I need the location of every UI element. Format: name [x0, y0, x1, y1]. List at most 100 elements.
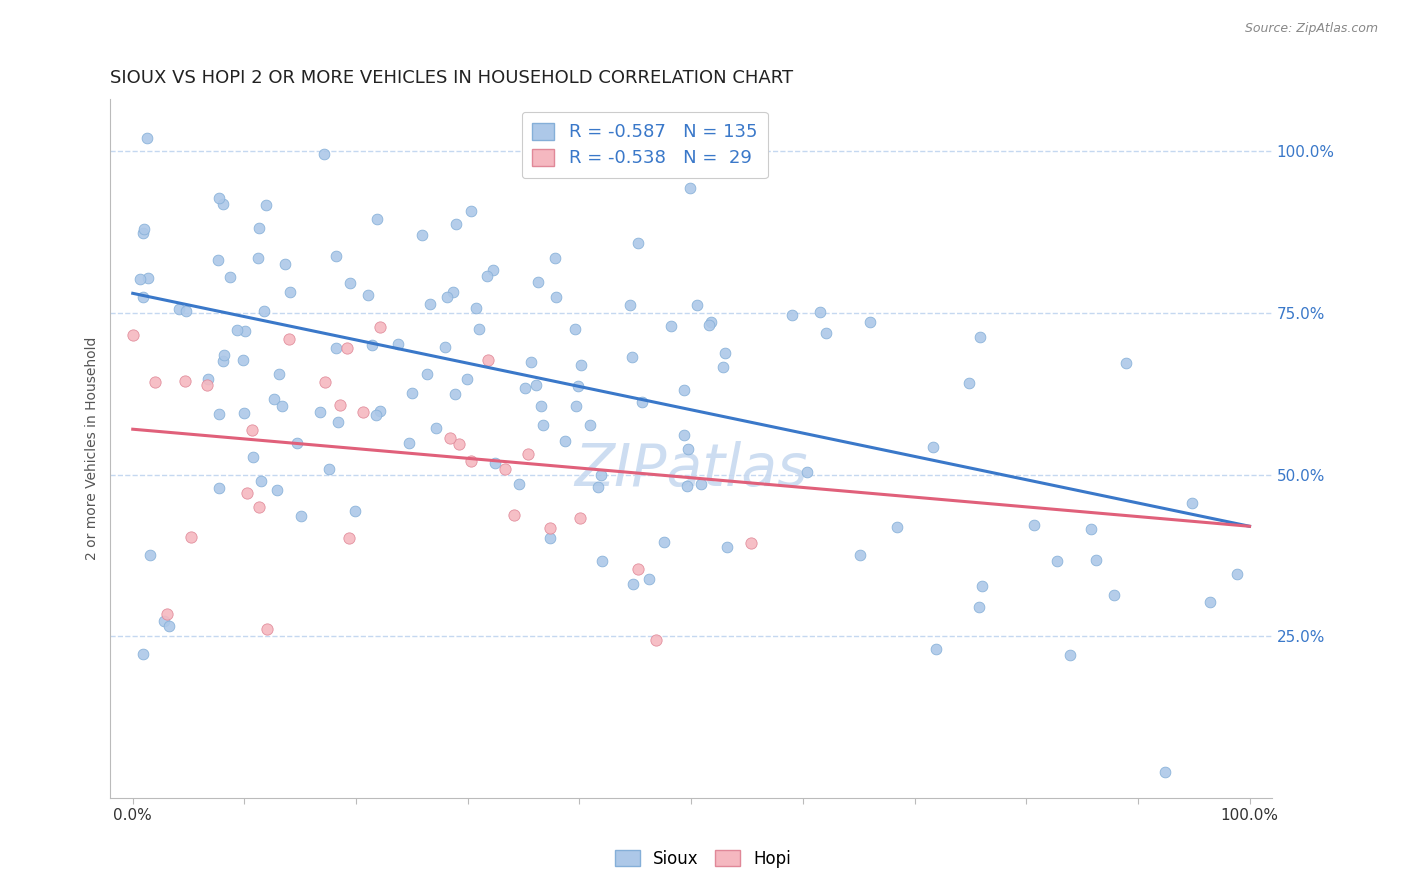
Point — [266, 483, 288, 498]
Point — [173, 374, 195, 388]
Point — [290, 508, 312, 523]
Point — [477, 352, 499, 367]
Point — [859, 315, 882, 329]
Point — [1153, 765, 1175, 780]
Point — [538, 521, 561, 535]
Point — [325, 342, 347, 356]
Point — [122, 328, 145, 343]
Point — [591, 554, 613, 568]
Point — [416, 367, 439, 381]
Point — [212, 197, 235, 211]
Point — [484, 456, 506, 470]
Point — [425, 421, 447, 435]
Point — [439, 431, 461, 445]
Point — [253, 304, 276, 318]
Point — [1115, 356, 1137, 370]
Point — [446, 218, 468, 232]
Point — [620, 350, 643, 364]
Point — [419, 297, 441, 311]
Point — [236, 486, 259, 500]
Point — [309, 405, 332, 419]
Point — [329, 398, 352, 412]
Point — [314, 375, 336, 389]
Point — [197, 372, 219, 386]
Point — [543, 251, 565, 265]
Point — [233, 406, 256, 420]
Point — [180, 530, 202, 544]
Point — [579, 417, 602, 432]
Point — [247, 500, 270, 515]
Point — [273, 257, 295, 271]
Point — [460, 204, 482, 219]
Point — [468, 322, 491, 336]
Point — [456, 372, 478, 386]
Point — [433, 340, 456, 354]
Point — [280, 285, 302, 299]
Point — [565, 399, 588, 413]
Point — [278, 332, 301, 346]
Point — [567, 378, 589, 392]
Point — [465, 301, 488, 315]
Point — [240, 423, 263, 437]
Point — [516, 447, 538, 461]
Point — [1046, 554, 1069, 568]
Point — [218, 270, 240, 285]
Point — [588, 480, 610, 494]
Point — [659, 319, 682, 334]
Point — [1084, 553, 1107, 567]
Point — [1022, 517, 1045, 532]
Legend: Sioux, Hopi: Sioux, Hopi — [607, 844, 799, 875]
Point — [564, 322, 586, 336]
Point — [254, 198, 277, 212]
Point — [270, 400, 292, 414]
Point — [211, 354, 233, 368]
Point — [263, 392, 285, 406]
Point — [156, 607, 179, 621]
Point — [212, 348, 235, 362]
Point — [352, 405, 374, 419]
Point — [714, 346, 737, 360]
Point — [152, 615, 174, 629]
Point — [132, 648, 155, 662]
Y-axis label: 2 or more Vehicles in Household: 2 or more Vehicles in Household — [86, 337, 100, 560]
Point — [1198, 595, 1220, 609]
Point — [256, 623, 278, 637]
Point — [815, 326, 838, 340]
Point — [494, 462, 516, 476]
Point — [139, 548, 162, 562]
Point — [174, 304, 197, 318]
Point — [922, 440, 945, 454]
Point — [136, 271, 159, 285]
Point — [247, 220, 270, 235]
Point — [1080, 522, 1102, 536]
Point — [673, 428, 696, 442]
Point — [538, 531, 561, 545]
Point — [675, 479, 697, 493]
Point — [136, 131, 159, 145]
Point — [449, 437, 471, 451]
Point — [132, 222, 155, 236]
Point — [444, 387, 467, 401]
Point — [679, 181, 702, 195]
Point — [520, 355, 543, 369]
Point — [132, 290, 155, 304]
Point — [626, 562, 648, 576]
Point — [1059, 648, 1081, 662]
Point — [1181, 496, 1204, 510]
Point — [513, 381, 536, 395]
Point — [157, 619, 180, 633]
Point — [337, 531, 360, 545]
Point — [967, 600, 990, 615]
Point — [143, 375, 166, 389]
Point — [336, 341, 359, 355]
Point — [796, 465, 818, 479]
Point — [531, 418, 554, 433]
Point — [208, 191, 231, 205]
Point — [638, 572, 661, 586]
Point — [740, 535, 762, 549]
Point — [207, 407, 229, 421]
Point — [527, 276, 550, 290]
Point — [361, 338, 384, 352]
Point — [387, 337, 409, 351]
Point — [652, 534, 675, 549]
